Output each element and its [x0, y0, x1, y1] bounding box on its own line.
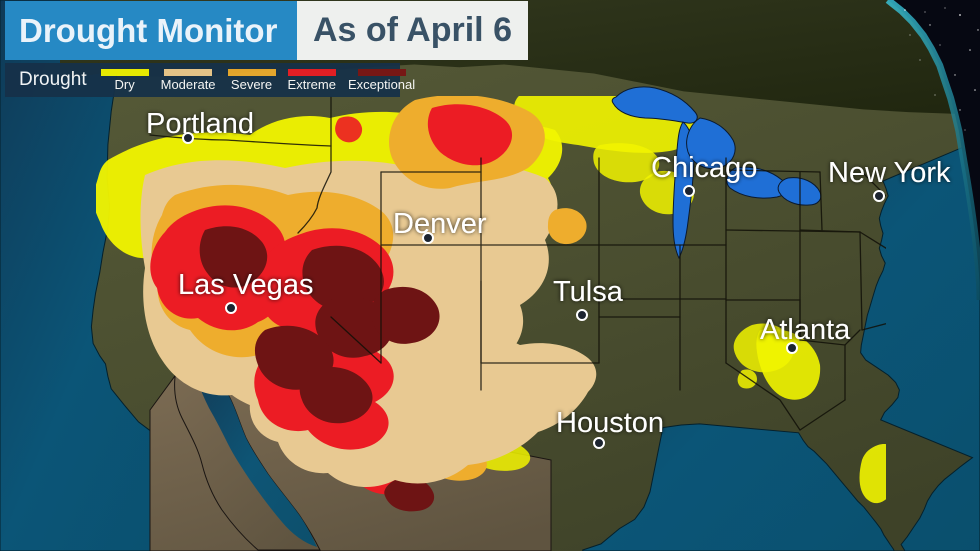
svg-text:Tulsa: Tulsa: [553, 276, 624, 308]
svg-text:Las Vegas: Las Vegas: [178, 269, 313, 301]
svg-text:New York: New York: [828, 157, 951, 189]
svg-text:Chicago: Chicago: [651, 152, 757, 184]
svg-text:Atlanta: Atlanta: [760, 314, 851, 346]
svg-text:Portland: Portland: [146, 108, 254, 140]
svg-text:Denver: Denver: [393, 208, 487, 240]
svg-text:Houston: Houston: [556, 407, 664, 439]
